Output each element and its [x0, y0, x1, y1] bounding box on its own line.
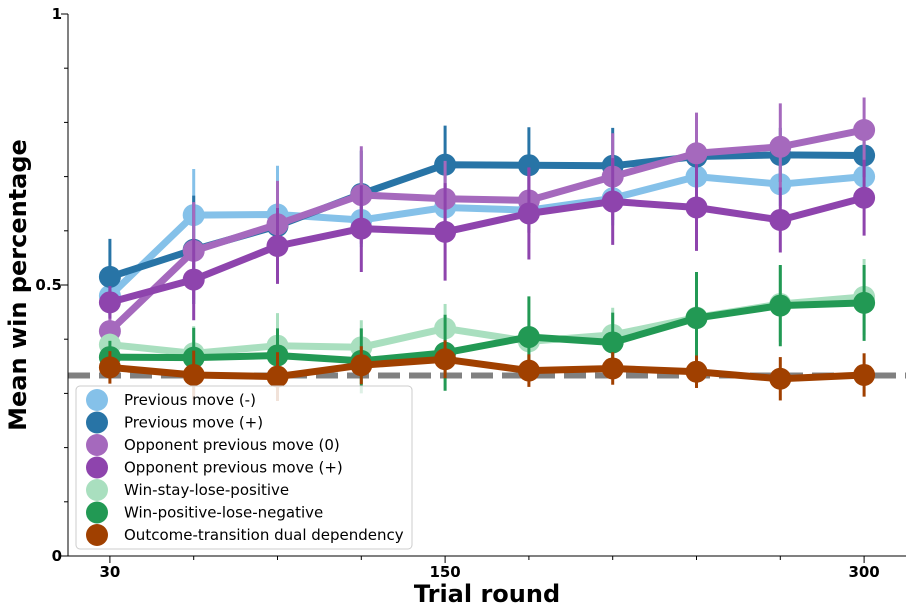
data-point	[853, 291, 876, 314]
legend-label: Previous move (-)	[124, 391, 256, 409]
series-line	[106, 299, 868, 365]
data-point	[182, 268, 205, 291]
legend: Previous move (-) Previous move (+) Oppone…	[75, 385, 413, 550]
data-point	[517, 154, 540, 177]
data-point	[517, 326, 540, 349]
series-4	[98, 158, 876, 321]
data-point	[266, 365, 289, 388]
data-point	[350, 217, 373, 240]
legend-marker	[86, 524, 108, 546]
series-1	[98, 154, 876, 318]
series-line	[106, 173, 868, 300]
data-point	[98, 265, 121, 288]
legend-box	[75, 385, 413, 550]
legend-marker	[86, 456, 108, 479]
series-line	[106, 355, 868, 383]
legend-label: Win-stay-lose-positive	[124, 481, 289, 499]
legend-marker	[86, 411, 108, 434]
data-point	[601, 190, 624, 213]
data-point	[769, 208, 792, 231]
axes: 0 0.5 1 30 150 300	[35, 5, 906, 581]
series-7	[98, 340, 876, 401]
legend-label: Previous move (+)	[124, 414, 263, 432]
data-point	[601, 331, 624, 354]
y-tick-label: 0	[52, 547, 62, 565]
data-point	[434, 348, 457, 371]
data-point	[853, 363, 876, 386]
y-tick-label: 0.5	[35, 276, 62, 294]
legend-label: Opponent previous move (0)	[124, 436, 340, 454]
x-tick-label: 300	[848, 563, 879, 581]
data-point	[685, 142, 708, 165]
legend-marker	[86, 501, 108, 524]
y-tick-label: 1	[52, 5, 62, 23]
series-line	[106, 194, 868, 306]
data-point	[685, 196, 708, 219]
legend-marker	[86, 434, 108, 456]
data-point	[517, 202, 540, 225]
legend-marker	[86, 389, 108, 411]
data-point	[853, 186, 876, 209]
x-tick-label: 150	[429, 563, 460, 581]
data-point	[769, 367, 792, 390]
data-point	[685, 360, 708, 383]
x-axis-title: Trial round	[414, 580, 560, 608]
data-point	[350, 354, 373, 377]
data-point	[98, 291, 121, 314]
x-tick-label: 30	[99, 563, 120, 581]
data-point	[769, 294, 792, 317]
legend-label: Opponent previous move (+)	[124, 459, 343, 477]
data-point	[182, 363, 205, 386]
data-point	[685, 307, 708, 330]
legend-label: Outcome-transition dual dependency	[124, 526, 404, 544]
data-point	[769, 135, 792, 158]
data-point	[853, 118, 876, 141]
plot-area	[68, 97, 906, 401]
series-line	[106, 126, 868, 335]
data-point	[434, 220, 457, 243]
data-point	[266, 234, 289, 257]
legend-marker	[86, 479, 108, 501]
y-axis-title: Mean win percentage	[4, 139, 32, 431]
legend-label: Win-positive-lose-negative	[124, 504, 323, 522]
data-point	[601, 357, 624, 380]
data-point	[517, 359, 540, 382]
data-point	[98, 356, 121, 379]
